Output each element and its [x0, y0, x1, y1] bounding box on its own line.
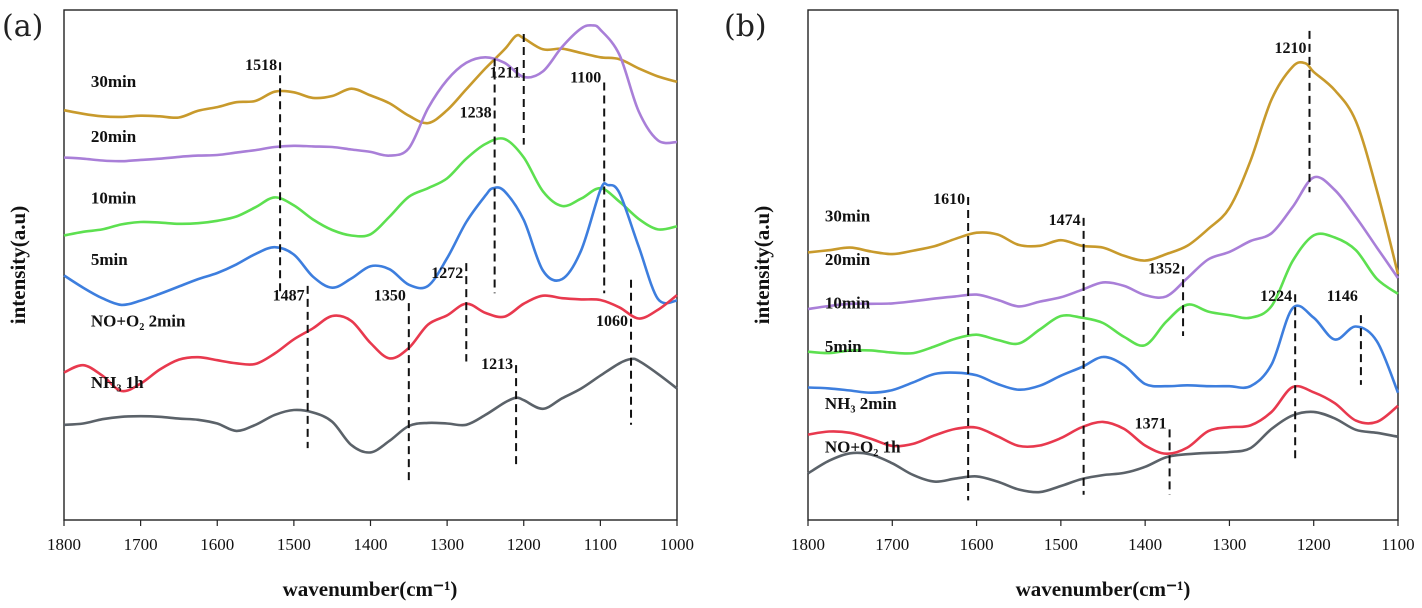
x-tick-label: 1300 [430, 535, 464, 554]
series-label: NH₃ 2min [825, 394, 897, 413]
peak-label: 1213 [481, 356, 513, 373]
series-line [63, 137, 678, 238]
peak-markers: 1610 1474 1352 1210 1224 1146 1371 [933, 30, 1362, 501]
series-label: 10min [825, 294, 871, 313]
series-label: 20min [91, 127, 137, 146]
panel-label: (b) [724, 9, 767, 44]
x-tick-label: 1500 [277, 535, 311, 554]
peak-label: 1060 [596, 313, 628, 330]
peak-markers: 1518 1238 1211 1100 1487 1350 1272 1213 1060 [245, 33, 633, 481]
series-label: 30min [91, 72, 137, 91]
x-axis-title: wavenumber(cm⁻¹) [1016, 577, 1191, 601]
series-label: 20min [825, 250, 871, 269]
peak-label: 1210 [1275, 40, 1307, 57]
series-line [807, 304, 1400, 395]
series-label: 5min [825, 337, 862, 356]
series-label: NO+O₂ 2min [91, 311, 186, 330]
x-tick-label: 1400 [1128, 535, 1162, 554]
peak-label: 1211 [490, 65, 521, 82]
series-label: NO+O₂ 1h [825, 437, 901, 456]
series-line [63, 23, 678, 163]
x-tick-label: 1400 [354, 535, 388, 554]
x-axis-title: wavenumber(cm⁻¹) [283, 577, 458, 601]
panel-b: (b) 1800 1700 1600 1500 1400 1300 1200 1100 30m… [724, 9, 1415, 601]
x-tick-label: 1200 [1297, 535, 1331, 554]
x-axis: 1800 1700 1600 1500 1400 1300 1200 1100 [791, 520, 1415, 554]
plot-frame [807, 9, 1399, 521]
peak-label: 1610 [933, 191, 965, 208]
x-tick-label: 1600 [200, 535, 234, 554]
peak-label: 1224 [1260, 288, 1292, 305]
x-tick-label: 1100 [584, 535, 617, 554]
peak-label: 1487 [273, 288, 305, 305]
x-tick-label: 1300 [1212, 535, 1246, 554]
series-line [63, 294, 678, 393]
x-tick-label: 1800 [791, 535, 825, 554]
series-label: 10min [91, 189, 137, 208]
series-group: 30min 20min 10min 5min NH₃ 2min NO+O₂ 1h [807, 61, 1400, 494]
peak-label: 1146 [1327, 288, 1358, 305]
series-group: 30min 20min 10min 5min NO+O₂ 2min NH₃ 1h [63, 23, 678, 454]
series-line [63, 357, 678, 454]
peak-label: 1371 [1135, 415, 1167, 432]
series-label: NH₃ 1h [91, 373, 144, 392]
series-line [807, 232, 1399, 355]
peak-label: 1272 [431, 265, 463, 282]
x-tick-label: 1800 [47, 535, 81, 554]
series-line [807, 61, 1400, 275]
series-line [63, 182, 678, 307]
series-line [807, 384, 1399, 456]
x-tick-label: 1100 [1381, 535, 1414, 554]
x-tick-label: 1000 [660, 535, 694, 554]
x-tick-label: 1200 [507, 535, 541, 554]
panel-label: (a) [2, 9, 43, 44]
x-tick-label: 1700 [124, 535, 158, 554]
y-axis-title: intensity(a.u) [6, 206, 30, 324]
x-tick-label: 1600 [960, 535, 994, 554]
peak-label: 1474 [1049, 212, 1081, 229]
peak-label: 1352 [1148, 260, 1180, 277]
series-line [63, 33, 678, 125]
x-tick-label: 1700 [875, 535, 909, 554]
peak-label: 1518 [245, 57, 277, 74]
x-tick-label: 1500 [1044, 535, 1078, 554]
y-axis-title: intensity(a.u) [750, 206, 774, 324]
peak-label: 1350 [374, 288, 406, 305]
series-label: 5min [91, 250, 128, 269]
series-line [807, 410, 1399, 494]
panel-a: (a) 1800 1700 1600 1500 1400 1300 1200 1100 1000… [2, 9, 694, 601]
series-label: 30min [825, 206, 871, 225]
peak-label: 1238 [460, 105, 492, 122]
series-line [807, 175, 1400, 311]
peak-label: 1100 [570, 70, 601, 87]
x-axis: 1800 1700 1600 1500 1400 1300 1200 1100 1000 [47, 520, 694, 554]
